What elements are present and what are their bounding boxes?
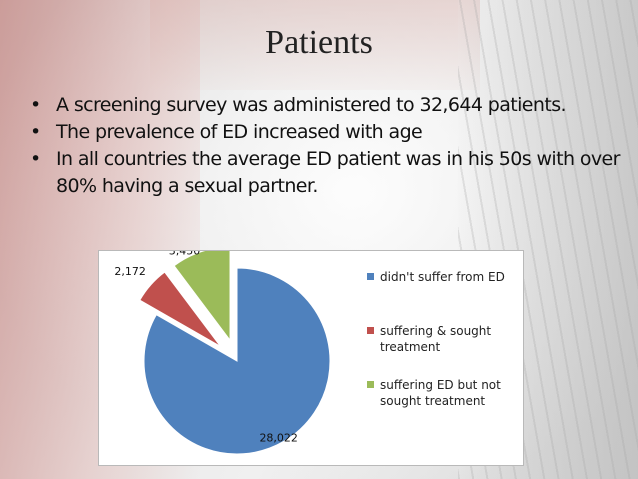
legend-entry: suffering ED but not sought treatment [367, 377, 520, 409]
pie-data-label: 2,172 [114, 265, 146, 278]
pie-data-label: 3,450 [169, 251, 201, 258]
legend-swatch [367, 327, 374, 334]
slide-title: Patients [265, 24, 373, 61]
background-top-page [150, 0, 480, 90]
bullet-list: • A screening survey was administered to… [26, 92, 626, 200]
legend-label: didn't suffer from ED [380, 270, 505, 284]
bullet-dot-icon: • [30, 148, 41, 170]
pie-data-label: 28,022 [259, 432, 298, 445]
legend-entry: didn't suffer from ED [367, 269, 520, 285]
pie-chart: 28,022 2,172 3,450 didn't suffer from ED su… [98, 250, 524, 466]
pie-slice [143, 267, 331, 455]
pie-slice [139, 271, 221, 347]
pie-slice [173, 251, 231, 342]
legend-label: suffering & sought treatment [380, 324, 492, 354]
bullet-text: The prevalence of ED increased with age [56, 121, 423, 143]
chart-legend: didn't suffer from ED suffering & sought … [367, 251, 517, 467]
bullet-dot-icon: • [30, 121, 41, 143]
bullet-item: • A screening survey was administered to… [26, 92, 626, 119]
bullet-dot-icon: • [30, 94, 41, 116]
pie-chart-plot: 28,022 2,172 3,450 [114, 251, 331, 455]
bullet-item: • In all countries the average ED patien… [26, 146, 626, 200]
bullet-item: • The prevalence of ED increased with ag… [26, 119, 626, 146]
legend-entry: suffering & sought treatment [367, 323, 520, 355]
legend-swatch [367, 273, 374, 280]
legend-label: suffering ED but not sought treatment [380, 378, 501, 408]
bullet-text: In all countries the average ED patient … [56, 148, 620, 197]
bullet-text: A screening survey was administered to 3… [56, 94, 567, 116]
legend-swatch [367, 381, 374, 388]
